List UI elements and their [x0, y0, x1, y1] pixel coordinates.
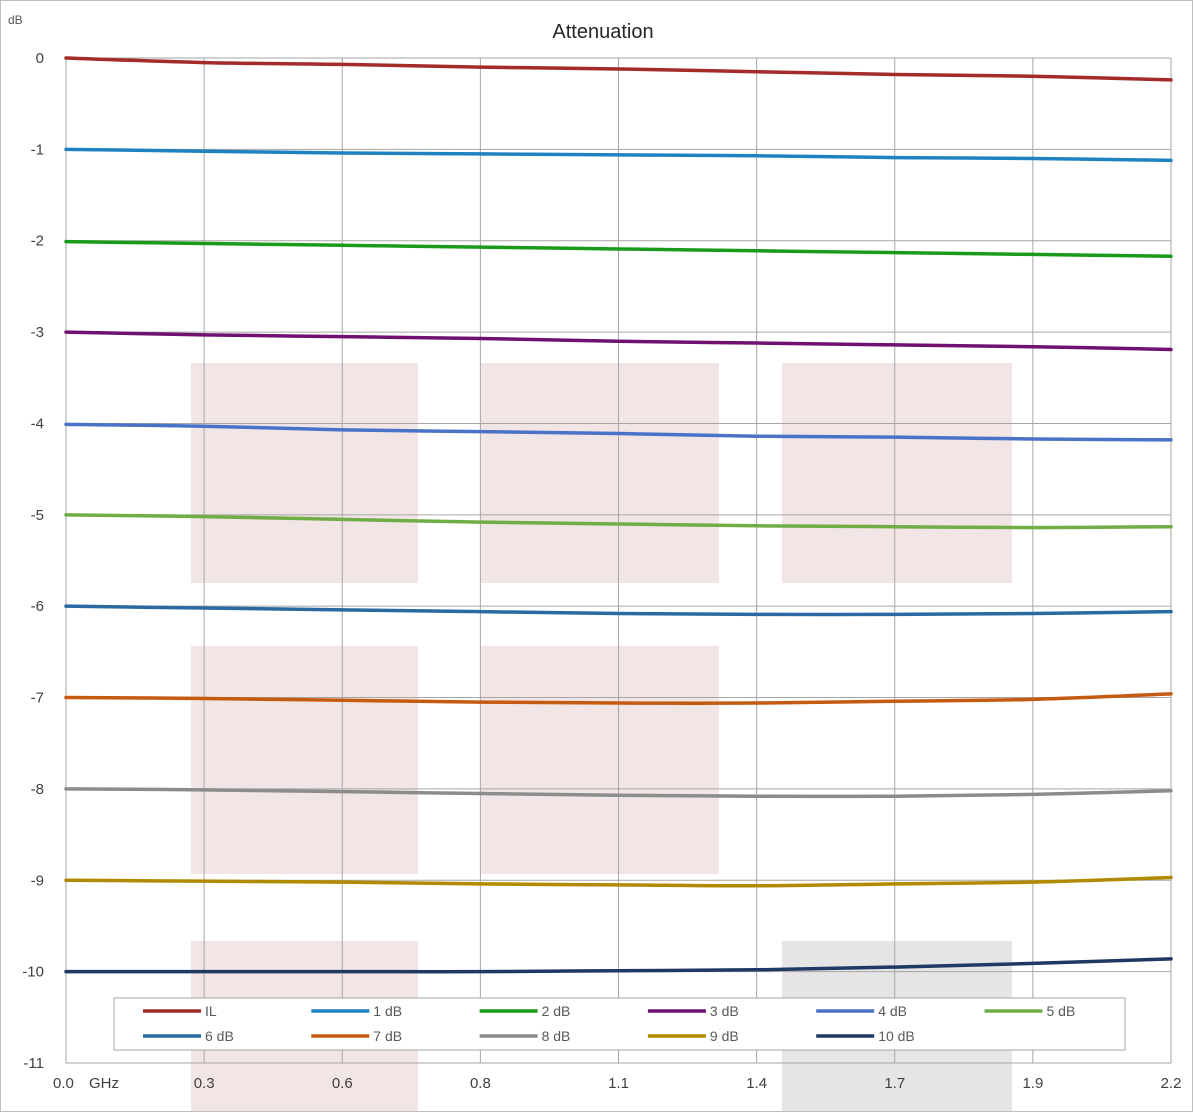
series-line-10-db [64, 957, 1173, 974]
y-tick-label: -11 [23, 1055, 44, 1072]
series-line-2-db [64, 239, 1173, 259]
watermark-block [481, 363, 719, 583]
series-line-1-db [64, 147, 1173, 163]
series-line-7-db [64, 692, 1173, 705]
legend-label: 2 dB [542, 1003, 571, 1019]
legend-label: 9 dB [710, 1028, 739, 1044]
y-tick-label: -7 [31, 690, 44, 707]
legend-label: 10 dB [878, 1028, 915, 1044]
x-axis-unit-label: GHz [89, 1075, 119, 1092]
legend-label: 6 dB [205, 1028, 234, 1044]
legend-label: 8 dB [542, 1028, 571, 1044]
watermark-block [481, 646, 719, 874]
legend-label: 4 dB [878, 1003, 907, 1019]
x-tick-label: 1.7 [884, 1075, 905, 1092]
x-tick-label: 0.0 [53, 1075, 74, 1092]
series-line-8-db [64, 787, 1173, 799]
x-tick-label: 1.4 [746, 1075, 767, 1092]
x-tick-label: 1.1 [608, 1075, 629, 1092]
y-tick-label: -4 [31, 415, 44, 432]
legend: IL 1 dB 2 dB 3 dB 4 dB 5 dB 6 dB 7 dB 8 dB 9 dB 10… [113, 997, 1126, 1051]
legend-label: 1 dB [373, 1003, 402, 1019]
series-line-4-db [64, 422, 1173, 442]
y-tick-label: -1 [31, 141, 44, 158]
watermark-block [191, 363, 418, 583]
chart-title: Attenuation [552, 21, 653, 43]
y-tick-label: -5 [31, 507, 44, 524]
y-tick-label: 0 [36, 50, 44, 67]
y-axis-unit-label: dB [8, 13, 23, 27]
legend-label: IL [205, 1003, 217, 1019]
y-tick-label: -9 [31, 872, 44, 889]
x-tick-label: 0.3 [194, 1075, 215, 1092]
y-tick-label: -3 [31, 324, 44, 341]
x-tick-label: 0.8 [470, 1075, 491, 1092]
series-line-9-db [64, 875, 1173, 888]
x-axis-ticks: 0.0 0.3 0.6 0.8 1.1 1.4 1.7 1.9 2.2 [53, 1075, 1181, 1092]
series-line-6-db [64, 604, 1173, 617]
x-tick-label: 2.2 [1161, 1075, 1182, 1092]
y-tick-label: -2 [31, 233, 44, 250]
legend-label: 3 dB [710, 1003, 739, 1019]
x-tick-label: 0.6 [332, 1075, 353, 1092]
series-line-il [64, 56, 1173, 82]
y-axis-ticks: 0 -1 -2 -3 -4 -5 -6 -7 -8 -9 -10 -11 [22, 50, 44, 1072]
series-line-5-db [64, 513, 1173, 530]
legend-label: 7 dB [373, 1028, 402, 1044]
legend-label: 5 dB [1047, 1003, 1076, 1019]
y-tick-label: -8 [31, 781, 44, 798]
series-line-3-db [64, 330, 1173, 352]
y-tick-label: -6 [31, 598, 44, 615]
legend-box [113, 997, 1126, 1051]
watermark-block [782, 363, 1012, 583]
series-lines [64, 56, 1173, 974]
watermark-block [191, 646, 418, 874]
x-tick-label: 1.9 [1022, 1075, 1043, 1092]
y-tick-label: -10 [22, 964, 44, 981]
